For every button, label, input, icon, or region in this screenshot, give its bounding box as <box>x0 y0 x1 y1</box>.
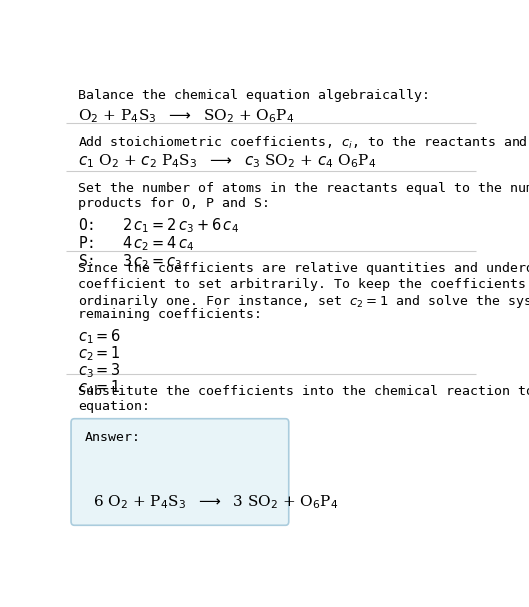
Text: $c_1 = 6$: $c_1 = 6$ <box>78 328 122 347</box>
Text: Since the coefficients are relative quantities and underdetermined, choose a: Since the coefficients are relative quan… <box>78 262 529 275</box>
Text: Add stoichiometric coefficients, $c_i$, to the reactants and products:: Add stoichiometric coefficients, $c_i$, … <box>78 134 529 151</box>
Text: Substitute the coefficients into the chemical reaction to obtain the balanced: Substitute the coefficients into the che… <box>78 385 529 398</box>
Text: equation:: equation: <box>78 400 150 413</box>
Text: P:   $4\,c_2 = 4\,c_4$: P: $4\,c_2 = 4\,c_4$ <box>78 234 195 253</box>
Text: remaining coefficients:: remaining coefficients: <box>78 308 262 321</box>
Text: 6 O$_2$ + P$_4$S$_3$  $\longrightarrow$  3 SO$_2$ + O$_6$P$_4$: 6 O$_2$ + P$_4$S$_3$ $\longrightarrow$ 3… <box>93 493 338 511</box>
FancyBboxPatch shape <box>71 419 289 525</box>
Text: S:   $3\,c_2 = c_3$: S: $3\,c_2 = c_3$ <box>78 252 183 271</box>
Text: O$_2$ + P$_4$S$_3$  $\longrightarrow$  SO$_2$ + O$_6$P$_4$: O$_2$ + P$_4$S$_3$ $\longrightarrow$ SO$… <box>78 107 295 124</box>
Text: Set the number of atoms in the reactants equal to the number of atoms in the: Set the number of atoms in the reactants… <box>78 181 529 195</box>
Text: Balance the chemical equation algebraically:: Balance the chemical equation algebraica… <box>78 89 431 102</box>
Text: coefficient to set arbitrarily. To keep the coefficients small, the arbitrary va: coefficient to set arbitrarily. To keep … <box>78 277 529 291</box>
Text: products for O, P and S:: products for O, P and S: <box>78 197 270 210</box>
Text: $c_1$ O$_2$ + $c_2$ P$_4$S$_3$  $\longrightarrow$  $c_3$ SO$_2$ + $c_4$ O$_6$P$_: $c_1$ O$_2$ + $c_2$ P$_4$S$_3$ $\longrig… <box>78 152 377 170</box>
Text: $c_2 = 1$: $c_2 = 1$ <box>78 345 121 364</box>
Text: O:   $2\,c_1 = 2\,c_3 + 6\,c_4$: O: $2\,c_1 = 2\,c_3 + 6\,c_4$ <box>78 217 239 235</box>
Text: $c_3 = 3$: $c_3 = 3$ <box>78 362 121 381</box>
Text: $c_4 = 1$: $c_4 = 1$ <box>78 379 121 398</box>
Text: Answer:: Answer: <box>85 431 141 444</box>
Text: ordinarily one. For instance, set $c_2 = 1$ and solve the system of equations fo: ordinarily one. For instance, set $c_2 =… <box>78 293 529 310</box>
